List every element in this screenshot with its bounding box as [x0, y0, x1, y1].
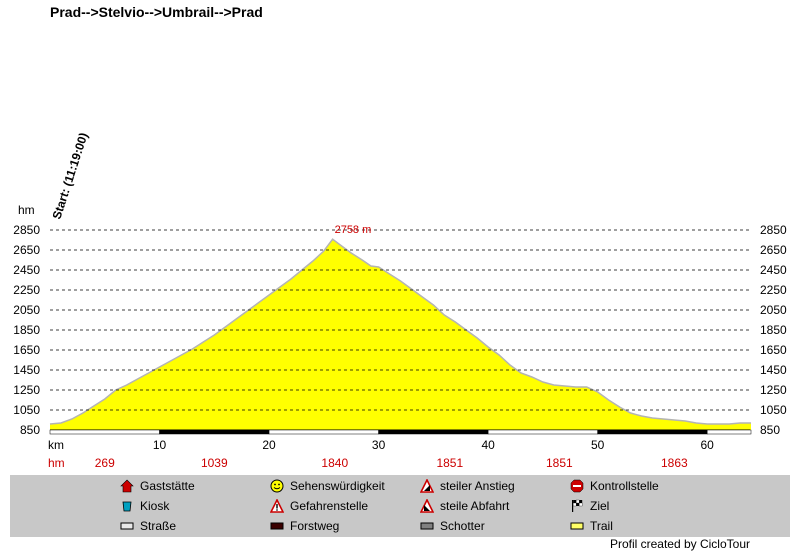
legend-label: Trail [590, 519, 613, 533]
warning-icon [270, 499, 284, 513]
x-tick-label: 10 [153, 438, 167, 452]
chart-title: Prad-->Stelvio-->Umbrail-->Prad [50, 4, 263, 20]
legend-item-gaststaette: Gaststätte [120, 479, 195, 493]
legend: Gaststätte Sehenswürdigkeit steiler Anst… [10, 475, 790, 537]
x-tick-label: 60 [701, 438, 715, 452]
y-tick-label-left: 1050 [13, 403, 40, 417]
y-tick-label-right: 2450 [760, 263, 787, 277]
legend-label: Straße [140, 519, 177, 533]
legend-label: Forstweg [290, 519, 340, 533]
credit-text: Profil created by CicloTour [609, 537, 750, 551]
checkered-flag-icon [570, 499, 584, 513]
x-tick-label: 50 [591, 438, 605, 452]
x-tick-label: 30 [372, 438, 386, 452]
legend-label: Schotter [440, 519, 485, 533]
y-tick-label-left: 1450 [13, 363, 40, 377]
legend-item-kontrollstelle: Kontrollstelle [570, 479, 659, 493]
steep-descent-icon [420, 499, 434, 513]
smiley-icon [270, 479, 284, 493]
hm-value-label: 1039 [201, 456, 228, 470]
surface-segment [597, 429, 708, 435]
hm-unit-label: hm [48, 456, 65, 470]
y-tick-label-left: 1650 [13, 343, 40, 357]
legend-item-schotter: Schotter [420, 519, 485, 533]
y-tick-label-right: 1250 [760, 383, 787, 397]
y-tick-label-left: 2250 [13, 283, 40, 297]
hm-value-label: 1840 [321, 456, 348, 470]
legend-item-sehenswuerdigkeit: Sehenswürdigkeit [270, 479, 385, 493]
legend-item-gefahrenstelle: Gefahrenstelle [270, 499, 368, 513]
steep-climb-icon [420, 479, 434, 493]
y-tick-label-left: 850 [20, 423, 40, 437]
legend-item-steiler-anstieg: steiler Anstieg [420, 479, 515, 493]
trail-swatch-icon [570, 519, 584, 533]
y-tick-label-right: 2250 [760, 283, 787, 297]
surface-segment [706, 429, 752, 435]
y-tick-label-right: 2850 [760, 223, 787, 237]
surface-segment [159, 429, 270, 435]
legend-item-steile-abfahrt: steile Abfahrt [420, 499, 509, 513]
y-tick-label-right: 1450 [760, 363, 787, 377]
legend-label: Sehenswürdigkeit [290, 479, 385, 493]
x-unit-label: km [48, 438, 64, 452]
legend-item-trail: Trail [570, 519, 613, 533]
peak-label: 2758 m [335, 224, 372, 236]
y-tick-label-right: 2050 [760, 303, 787, 317]
start-label: Start: (11:19:00) [50, 131, 91, 221]
legend-label: steiler Anstieg [440, 479, 515, 493]
x-tick-label: 20 [262, 438, 276, 452]
y-tick-label-left: 1250 [13, 383, 40, 397]
y-tick-label-right: 1050 [760, 403, 787, 417]
elevation-line [49, 238, 751, 425]
x-tick-label: 40 [481, 438, 495, 452]
hm-value-label: 269 [95, 456, 115, 470]
gravel-swatch-icon [420, 519, 434, 533]
legend-item-forstweg: Forstweg [270, 519, 339, 533]
legend-item-ziel: Ziel [570, 499, 609, 513]
house-icon [120, 479, 134, 493]
y-tick-label-left: 2850 [13, 223, 40, 237]
y-unit-label: hm [18, 203, 35, 217]
y-tick-label-right: 1850 [760, 323, 787, 337]
legend-label: Kiosk [140, 499, 170, 513]
legend-item-strasse: Straße [120, 519, 176, 533]
stop-sign-icon [570, 479, 584, 493]
y-tick-label-right: 2650 [760, 243, 787, 257]
hm-value-label: 1851 [546, 456, 573, 470]
legend-label: Kontrollstelle [590, 479, 659, 493]
y-tick-label-right: 1650 [760, 343, 787, 357]
legend-label: steile Abfahrt [440, 499, 510, 513]
surface-segment [268, 429, 379, 435]
surface-segment [49, 429, 160, 435]
legend-item-kiosk: Kiosk [120, 499, 169, 513]
y-tick-label-left: 2650 [13, 243, 40, 257]
legend-label: Ziel [590, 499, 610, 513]
y-tick-label-right: 850 [760, 423, 780, 437]
y-tick-label-left: 2450 [13, 263, 40, 277]
road-swatch-icon [120, 519, 134, 533]
legend-label: Gaststätte [140, 479, 195, 493]
elevation-area [50, 239, 751, 430]
y-tick-label-left: 2050 [13, 303, 40, 317]
hm-value-label: 1851 [436, 456, 463, 470]
surface-segment [378, 429, 489, 435]
forest-road-swatch-icon [270, 519, 284, 533]
y-tick-label-left: 1850 [13, 323, 40, 337]
cup-icon [120, 499, 134, 513]
surface-segment [487, 429, 598, 435]
legend-label: Gefahrenstelle [290, 499, 369, 513]
hm-value-label: 1863 [661, 456, 688, 470]
